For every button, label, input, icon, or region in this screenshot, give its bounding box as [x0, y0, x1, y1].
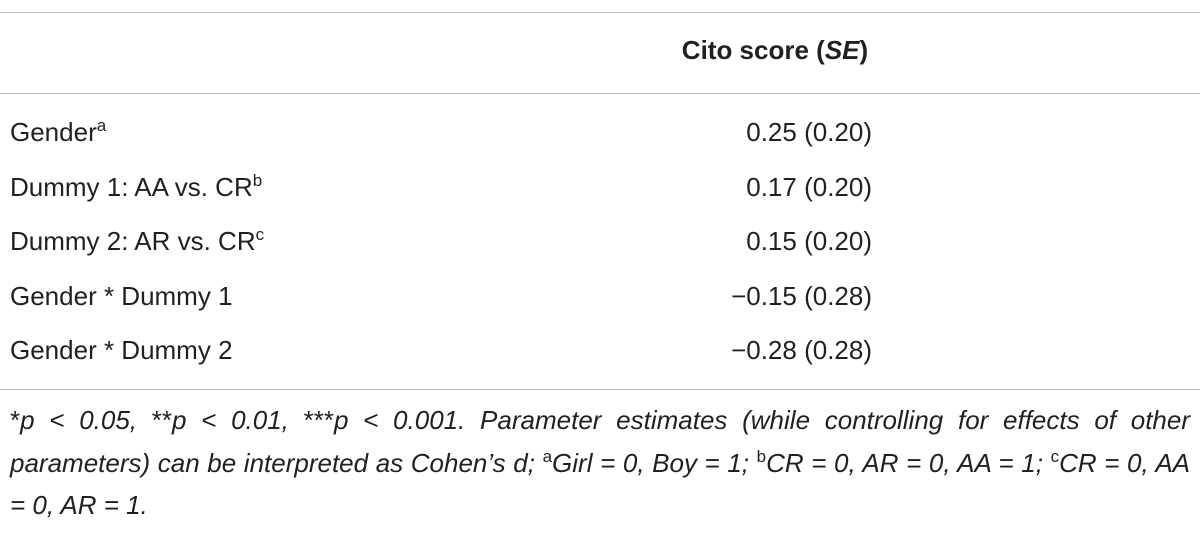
text-segment: Girl = 0, Boy = 1;	[552, 447, 757, 478]
text-segment: a	[542, 446, 553, 466]
text-segment: CR = 0, AA = 0, AR = 1.	[10, 447, 1191, 521]
table-row: Gender * Dummy 2 −0.28 (0.28)	[10, 323, 872, 377]
text-segment: SE	[824, 35, 860, 65]
table-row: Gendera 0.25 (0.20)	[10, 105, 872, 159]
text-segment: p < 0.01,	[172, 405, 304, 435]
row-value: −0.15 (0.28)	[731, 280, 872, 311]
row-label: Gendera	[10, 105, 106, 159]
row-label: Gender * Dummy 1	[10, 269, 233, 323]
text-segment: **	[151, 405, 172, 435]
text-segment: p < 0.05,	[20, 405, 152, 435]
label-text: Gender * Dummy 2	[10, 335, 233, 365]
bottom-rule	[0, 389, 1200, 390]
text-segment: )	[859, 35, 869, 65]
text-segment: p < 0.001. Parameter estimates (while co…	[10, 405, 1190, 478]
text-segment: *	[10, 405, 21, 435]
row-label: Gender * Dummy 2	[10, 323, 233, 377]
row-value: 0.15 (0.20)	[746, 226, 872, 256]
table-row: Gender * Dummy 1 −0.15 (0.28)	[10, 269, 872, 323]
label-superscript: a	[96, 116, 107, 135]
table-row: Dummy 1: AA vs. CRb 0.17 (0.20)	[10, 160, 872, 214]
text-segment: CR = 0, AR = 0, AA = 1;	[766, 447, 1051, 478]
table-row: Dummy 2: AR vs. CRc 0.15 (0.20)	[10, 214, 872, 268]
header-rule	[0, 93, 1200, 94]
text-segment: Cito score (	[681, 35, 825, 65]
row-label: Dummy 2: AR vs. CRc	[10, 214, 264, 268]
text-segment: ***	[303, 405, 334, 435]
label-superscript: c	[255, 225, 265, 244]
text-segment: b	[756, 446, 767, 466]
row-value: 0.17 (0.20)	[746, 171, 872, 202]
label-text: Gender	[10, 117, 97, 147]
column-header: Cito score (SE)	[660, 30, 890, 70]
label-text: Gender * Dummy 1	[10, 280, 233, 311]
row-value: 0.25 (0.20)	[746, 117, 872, 147]
label-text: Dummy 2: AR vs. CR	[10, 226, 256, 256]
top-rule	[0, 12, 1200, 13]
label-superscript: b	[252, 170, 263, 190]
label-text: Dummy 1: AA vs. CR	[10, 171, 253, 202]
row-label: Dummy 1: AA vs. CRb	[10, 160, 262, 214]
row-value: −0.28 (0.28)	[731, 335, 872, 365]
footnote: *p < 0.05, **p < 0.01, ***p < 0.001. Par…	[10, 399, 1190, 527]
text-segment: c	[1050, 446, 1060, 466]
